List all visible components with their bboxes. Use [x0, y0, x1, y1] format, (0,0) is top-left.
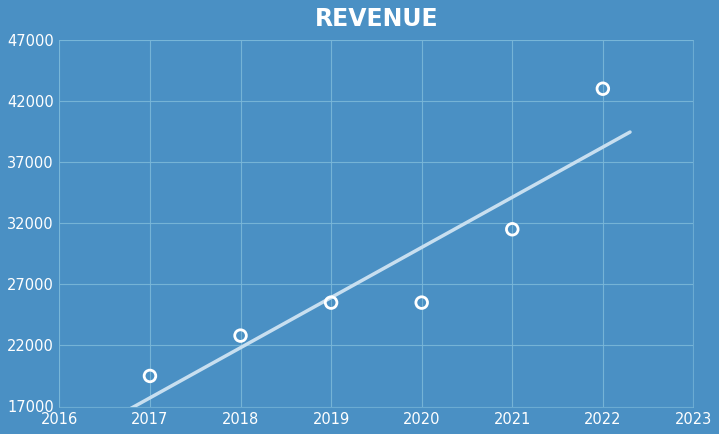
Point	[145, 372, 156, 379]
Point	[597, 85, 608, 92]
Point	[235, 332, 247, 339]
Point	[506, 226, 518, 233]
Point	[326, 299, 337, 306]
Point	[416, 299, 427, 306]
Title: REVENUE: REVENUE	[315, 7, 438, 31]
